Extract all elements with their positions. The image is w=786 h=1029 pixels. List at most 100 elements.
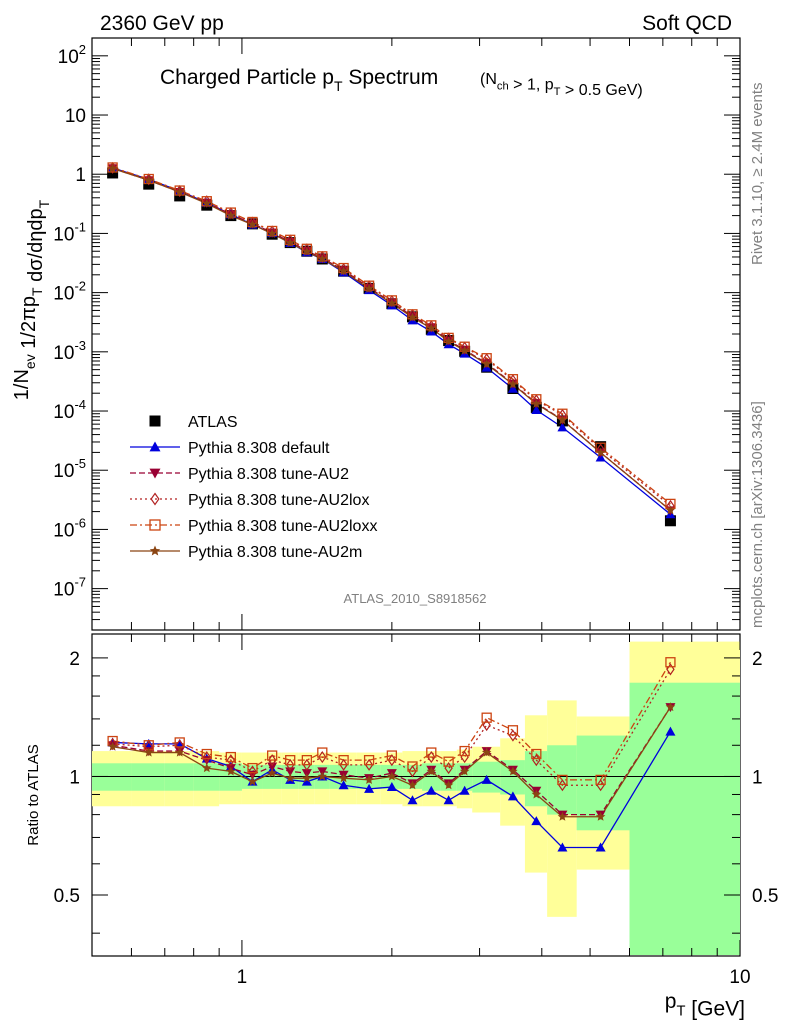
mc-ratio-point: [285, 767, 296, 777]
y-tick-label: 10-1: [53, 219, 86, 245]
mc-point: [557, 415, 568, 425]
y-tick-label: 10-4: [53, 397, 86, 423]
energy-label: 2360 GeV pp: [100, 12, 224, 35]
series-line-main: [112, 166, 671, 505]
mc-point: [387, 295, 397, 308]
y-tick-label: 102: [58, 42, 86, 68]
mc-ratio-point: [531, 816, 542, 826]
mc-point: [226, 210, 236, 220]
mc-ratio-point: [426, 785, 437, 795]
ratio-y-tick-label-right: 1: [752, 767, 763, 788]
mc-ratio-point: [557, 774, 568, 786]
series-line-main: [112, 167, 671, 507]
data-point: [595, 441, 607, 453]
ratio-y-tick-label: 2: [69, 649, 80, 670]
mc-point: [443, 336, 454, 346]
mc-ratio-point: [459, 785, 470, 795]
mc-ratio-point: [363, 755, 375, 766]
mc-ratio-point: [665, 657, 676, 668]
ratio-y-tick-label: 0.5: [54, 886, 80, 907]
mc-ratio-point: [301, 755, 312, 766]
x-tick-label: 1: [237, 967, 248, 988]
mc-ratio-point: [364, 774, 374, 784]
legend-entry: Pythia 8.308 tune-AU2: [130, 466, 349, 483]
mc-point: [407, 312, 418, 322]
series-line-main: [112, 167, 671, 511]
mc-ratio-point: [386, 750, 398, 761]
mc-point: [318, 250, 327, 264]
mc-ratio-point: [407, 780, 418, 790]
ratio-y-tick-label-right: 0.5: [752, 886, 778, 907]
x-axis-label: pT [GeV]: [665, 990, 745, 1020]
series-line-main: [112, 167, 671, 515]
mc-ratio-point: [285, 773, 295, 783]
mc-ratio-point: [174, 738, 185, 748]
main-plot-series: [107, 161, 676, 527]
mc-point: [387, 298, 397, 308]
mc-ratio-point: [665, 726, 676, 736]
mc-ratio-point: [443, 780, 454, 790]
mc-point: [665, 505, 676, 515]
mc-ratio-point: [407, 761, 418, 772]
mc-ratio-point: [247, 762, 258, 774]
mc-ratio-point: [508, 729, 518, 742]
mc-ratio-point: [481, 747, 492, 757]
mc-point: [247, 219, 258, 229]
mc-ratio-point: [174, 737, 185, 748]
mc-point: [531, 398, 542, 408]
mc-ratio-point: [317, 771, 328, 781]
mc-point: [557, 422, 568, 432]
legend-label: Pythia 8.308 tune-AU2lox: [188, 492, 369, 509]
mc-ratio-point: [302, 758, 312, 771]
mc-ratio-point: [267, 750, 278, 761]
mc-ratio-point: [531, 789, 542, 799]
mc-point: [174, 187, 185, 197]
y-tick-label: 10-2: [53, 279, 86, 305]
mc-point: [108, 161, 117, 174]
mc-ratio-point: [407, 795, 418, 805]
legend-marker: [149, 545, 161, 556]
mc-ratio-point: [426, 766, 437, 776]
legend-marker: [149, 441, 161, 452]
mc-point: [364, 283, 374, 293]
mc-ratio-point: [226, 766, 236, 776]
ratio-uncertainty-bands: [92, 641, 740, 955]
mc-point: [285, 234, 295, 247]
series-line-main: [112, 167, 671, 511]
stat-uncertainty-band: [92, 763, 132, 791]
legend-marker: [150, 492, 160, 506]
mc-point: [226, 207, 236, 220]
mc-ratio-point: [427, 751, 436, 764]
mc-ratio-point: [285, 755, 296, 766]
mc-ratio-point: [364, 758, 374, 771]
axis-ticks: 1 10 10-7 10-6 10-5 10-4 10-3 10-2 10-1 1 10 102 0.5…: [53, 37, 778, 988]
mc-point: [248, 216, 257, 229]
mc-ratio-point: [595, 842, 606, 852]
legend: ATLAS Pythia 8.308 default Pythia 8.308 tu…: [130, 414, 377, 561]
process-label: Soft QCD: [642, 12, 732, 35]
stat-uncertainty-band: [131, 763, 165, 791]
y-tick-label: 10: [65, 106, 86, 127]
mc-point: [143, 175, 154, 185]
mc-ratio-point: [596, 779, 605, 792]
legend-entry: Pythia 8.308 tune-AU2lox: [130, 492, 369, 509]
mc-point: [426, 323, 437, 333]
legend-label: Pythia 8.308 tune-AU2loxx: [188, 518, 377, 535]
mc-ratio-point: [408, 765, 417, 778]
mc-ratio-point: [595, 811, 606, 821]
mc-point: [107, 163, 118, 173]
mc-ratio-point: [558, 779, 567, 792]
mc-point: [338, 266, 349, 276]
mc-ratio-point: [338, 755, 349, 766]
legend-label: Pythia 8.308 tune-AU2: [188, 466, 349, 483]
mc-point: [175, 184, 184, 198]
mc-ratio-point: [426, 747, 437, 758]
mc-point: [143, 173, 154, 185]
mc-ratio-point: [443, 795, 454, 805]
x-tick-label: 10: [729, 967, 750, 988]
mc-point: [508, 379, 518, 389]
mc-point: [267, 225, 277, 238]
ratio-y-tick-label: 1: [69, 767, 80, 788]
